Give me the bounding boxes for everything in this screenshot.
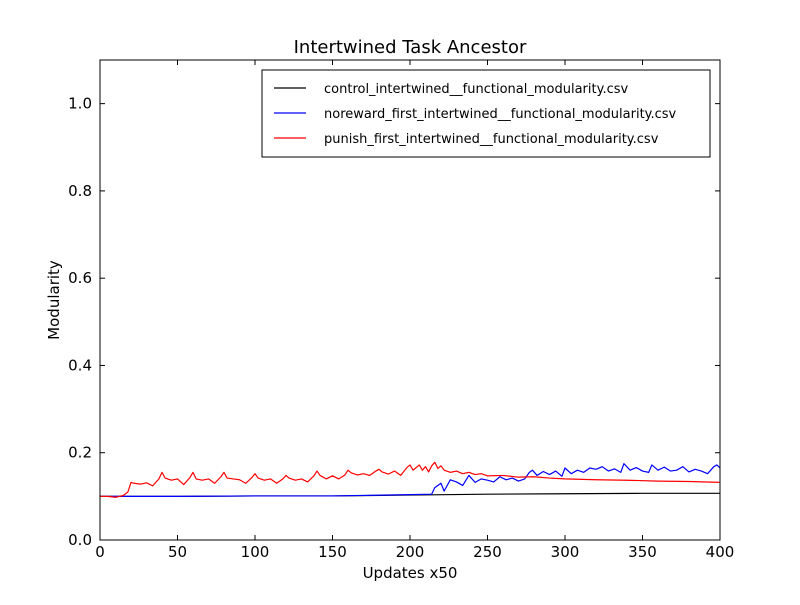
y-tick-label: 0.8 <box>68 182 92 200</box>
chart-title: Intertwined Task Ancestor <box>294 37 527 58</box>
x-axis-label: Updates x50 <box>363 564 458 582</box>
x-tick-label: 400 <box>706 543 735 561</box>
x-tick-label: 50 <box>168 543 187 561</box>
y-tick-label: 0.0 <box>68 531 92 549</box>
legend-box <box>261 69 711 158</box>
y-tick-label: 0.2 <box>68 444 92 462</box>
series-line-2 <box>100 461 721 498</box>
y-tick-label: 1.0 <box>68 95 92 113</box>
y-axis-label: Modularity <box>45 260 63 340</box>
series-line-1 <box>100 463 721 497</box>
x-tick-label: 300 <box>551 543 580 561</box>
x-tick-label: 100 <box>241 543 270 561</box>
ticks-layer: 0 50 100 150 200 250 300 350 400 0.0 0.2 0.4 0.6 0.8 1… <box>68 60 734 561</box>
x-tick-label: 0 <box>95 543 105 561</box>
y-tick-label: 0.6 <box>68 269 92 287</box>
x-tick-label: 200 <box>396 543 425 561</box>
series-layer <box>100 461 721 498</box>
x-tick-label: 150 <box>318 543 347 561</box>
x-tick-label: 350 <box>628 543 657 561</box>
legend-label-2: punish_first_intertwined__functional_mod… <box>324 132 659 147</box>
legend: control_intertwined__functional_modulari… <box>261 69 711 158</box>
x-tick-label: 250 <box>473 543 502 561</box>
legend-label-1: noreward_first_intertwined__functional_m… <box>324 107 677 122</box>
legend-items: control_intertwined__functional_modulari… <box>274 82 677 147</box>
y-tick-label: 0.4 <box>68 356 92 374</box>
legend-label-0: control_intertwined__functional_modulari… <box>324 82 628 97</box>
